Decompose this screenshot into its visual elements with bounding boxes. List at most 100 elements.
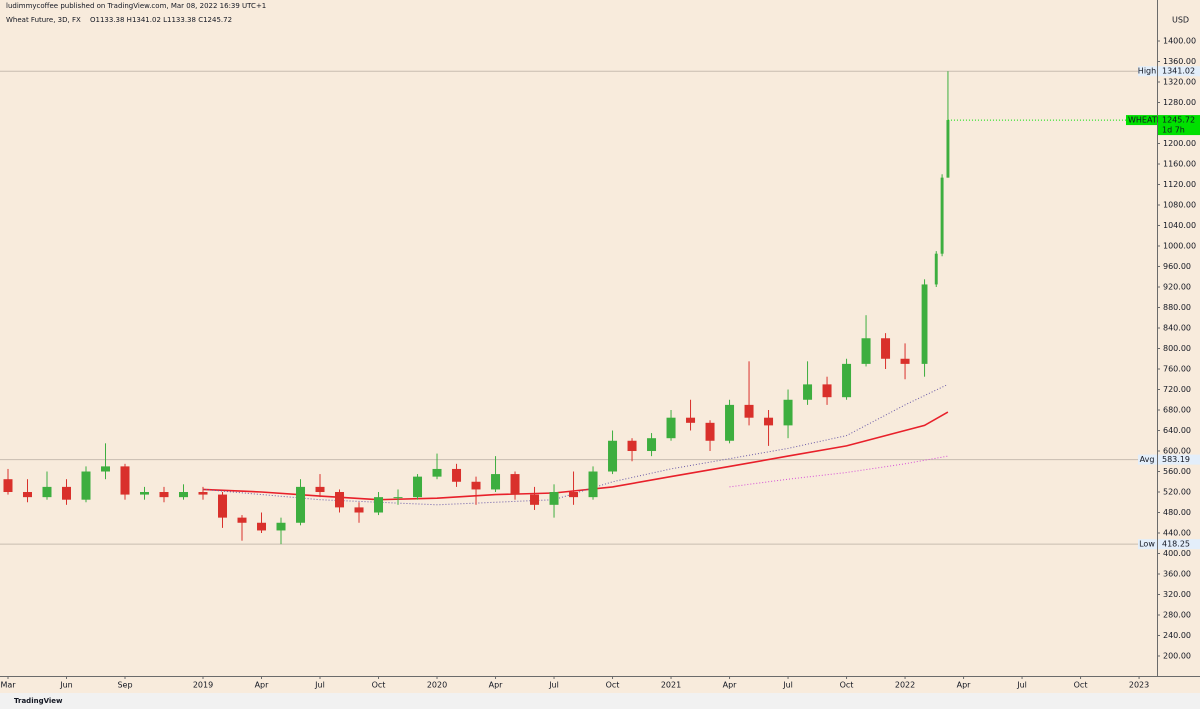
last-price-box: [1158, 115, 1200, 136]
candle-body: [627, 440, 637, 452]
candle-body: [452, 468, 462, 482]
candle-body: [315, 486, 325, 493]
y-tick-label: 720.00: [1163, 385, 1191, 394]
candle-body: [861, 338, 871, 364]
y-tick-label: 520.00: [1163, 488, 1191, 497]
candle-body: [140, 492, 150, 495]
x-tick-label: Jul: [548, 681, 559, 690]
candle-body: [257, 522, 267, 531]
y-tick-label: 1000.00: [1163, 242, 1196, 251]
candle-body: [686, 417, 696, 423]
y-tick-label: 480.00: [1163, 508, 1191, 517]
y-tick-label: 1080.00: [1163, 201, 1196, 210]
symbol-line: Wheat Future, 3D, FX: [6, 16, 81, 24]
candle-body: [803, 384, 813, 400]
candle-body: [549, 492, 559, 505]
candle-body: [354, 507, 364, 513]
candle-body: [471, 481, 481, 490]
candle-body: [101, 466, 111, 472]
candle-body: [61, 486, 71, 500]
level-name: Avg: [1140, 455, 1155, 464]
currency: USD: [1172, 16, 1189, 25]
y-tick-label: 1120.00: [1163, 180, 1196, 189]
x-tick-label: 2020: [427, 681, 447, 690]
x-tick-label: Oct: [840, 681, 854, 690]
level-name: High: [1138, 67, 1156, 76]
ohlc: O1133.38 H1341.02 L1133.38 C1245.72: [90, 16, 232, 24]
level-name: Low: [1139, 540, 1155, 549]
brand: TradingView: [14, 697, 63, 705]
y-tick-label: 880.00: [1163, 303, 1191, 312]
candle-body: [413, 476, 423, 498]
candle-body: [81, 471, 91, 500]
candle-body: [725, 404, 735, 441]
y-tick-label: 360.00: [1163, 570, 1191, 579]
candle-body: [569, 492, 579, 498]
y-tick-label: 560.00: [1163, 467, 1191, 476]
candle-body: [159, 492, 169, 498]
last-price-value: 1245.72: [1162, 116, 1195, 125]
candle-body: [3, 479, 13, 493]
y-tick-label: 320.00: [1163, 590, 1191, 599]
x-tick-label: Apr: [723, 681, 738, 690]
x-tick-label: Mar: [0, 681, 16, 690]
x-tick-label: 2021: [661, 681, 681, 690]
y-tick-label: 640.00: [1163, 426, 1191, 435]
y-tick-label: 440.00: [1163, 529, 1191, 538]
x-tick-label: Jul: [782, 681, 793, 690]
x-tick-label: Oct: [1074, 681, 1088, 690]
y-tick-label: 1360.00: [1163, 57, 1196, 66]
x-tick-label: Apr: [957, 681, 972, 690]
level-value: 583.19: [1162, 455, 1190, 464]
countdown: 1d 7h: [1162, 126, 1185, 135]
candle-body: [218, 494, 228, 518]
candle-body: [783, 399, 793, 426]
x-tick-label: Jun: [59, 681, 73, 690]
symbol-box: [1126, 115, 1157, 126]
candle-body: [946, 120, 950, 178]
candle-body: [705, 422, 715, 441]
x-tick-label: Apr: [489, 681, 504, 690]
candle-body: [934, 253, 938, 285]
y-tick-label: 600.00: [1163, 447, 1191, 456]
y-tick-label: 840.00: [1163, 324, 1191, 333]
candle-body: [666, 417, 676, 439]
candle-body: [374, 497, 384, 513]
level-name-box: [1138, 66, 1157, 77]
symbol-label: WHEATF: [1128, 116, 1162, 125]
y-tick-label: 200.00: [1163, 652, 1191, 661]
candle-body: [764, 417, 774, 426]
level-value-box: [1158, 454, 1200, 465]
x-tick-label: Apr: [255, 681, 270, 690]
y-tick-label: 680.00: [1163, 406, 1191, 415]
y-tick-label: 1320.00: [1163, 78, 1196, 87]
candle-body: [237, 517, 247, 523]
x-tick-label: Jul: [314, 681, 325, 690]
y-tick-label: 280.00: [1163, 611, 1191, 620]
x-tick-label: Oct: [372, 681, 386, 690]
candle-body: [647, 438, 657, 452]
level-value-box: [1158, 539, 1200, 550]
candle-body: [179, 492, 189, 498]
candle-body: [900, 358, 910, 364]
y-tick-label: 1040.00: [1163, 221, 1196, 230]
candle-body: [744, 404, 754, 418]
y-tick-label: 400.00: [1163, 549, 1191, 558]
y-tick-label: 1280.00: [1163, 98, 1196, 107]
footer: [0, 693, 1200, 709]
y-tick-label: 1160.00: [1163, 160, 1196, 169]
candle-body: [22, 492, 32, 498]
level-name-box: [1138, 539, 1157, 550]
level-value: 418.25: [1162, 540, 1190, 549]
y-tick-label: 920.00: [1163, 283, 1191, 292]
candle-body: [510, 474, 520, 495]
y-tick-label: 800.00: [1163, 344, 1191, 353]
candle-body: [393, 497, 403, 499]
candle-body: [335, 492, 345, 508]
level-name-box: [1138, 454, 1157, 465]
y-tick-label: 1400.00: [1163, 37, 1196, 46]
level-value: 1341.02: [1162, 67, 1195, 76]
candle-body: [608, 440, 618, 472]
